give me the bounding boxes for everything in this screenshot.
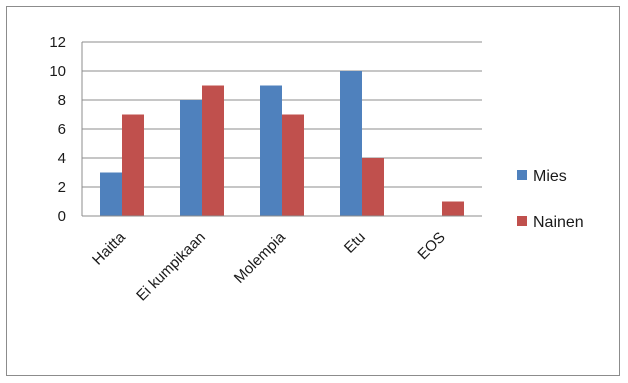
y-tick-label: 0: [58, 208, 66, 225]
bar-nainen-4: [442, 201, 464, 216]
y-tick-label: 8: [58, 92, 66, 109]
legend-label-nainen: Nainen: [533, 214, 584, 231]
bar-mies-2: [260, 85, 282, 216]
x-tick-label: EOS: [414, 229, 448, 263]
legend: Mies Nainen: [517, 168, 584, 231]
bar-mies-1: [180, 100, 202, 216]
y-tick-label: 6: [58, 121, 66, 138]
x-tick-label: Haitta: [89, 228, 129, 268]
legend-label-mies: Mies: [533, 168, 567, 185]
gridlines: [82, 41, 482, 188]
bar-nainen-2: [282, 114, 304, 216]
bars: [100, 71, 464, 216]
x-tick-labels: Haitta Ei kumpikaan Molempia Etu EOS: [89, 228, 449, 304]
y-tick-label: 2: [58, 179, 66, 196]
y-tick-label: 12: [49, 34, 66, 51]
y-tick-labels: 0 2 4 6 8 10 12: [49, 34, 66, 225]
y-tick-label: 4: [58, 150, 66, 167]
x-tick-label: Molempia: [231, 228, 289, 286]
y-tick-label: 10: [49, 63, 66, 80]
bar-nainen-3: [362, 158, 384, 216]
legend-swatch-mies: [517, 170, 527, 180]
bar-nainen-1: [202, 85, 224, 216]
axes: [81, 42, 482, 217]
bar-mies-3: [340, 71, 362, 216]
bar-mies-0: [100, 172, 122, 216]
bar-nainen-0: [122, 114, 144, 216]
legend-swatch-nainen: [517, 216, 527, 226]
x-tick-label: Ei kumpikaan: [133, 229, 209, 305]
x-tick-label: Etu: [341, 229, 369, 257]
